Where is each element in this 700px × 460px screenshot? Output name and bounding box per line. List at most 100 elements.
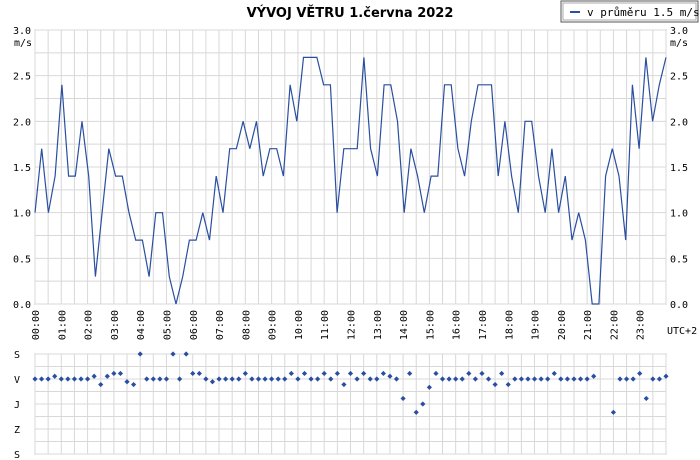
direction-point	[479, 370, 485, 377]
x-tick-label: 04:00	[136, 310, 147, 340]
direction-point	[321, 370, 327, 377]
direction-point	[104, 373, 110, 379]
direction-point	[288, 370, 294, 377]
x-tick-label: 01:00	[57, 310, 68, 340]
direction-point	[531, 376, 538, 382]
y-tick-label-right: 1.0	[670, 209, 688, 220]
direction-point	[367, 376, 373, 382]
x-tick-label: 08:00	[241, 310, 252, 340]
direction-point	[315, 376, 321, 382]
x-tick-label: 03:00	[110, 310, 121, 340]
direction-tick-label: V	[14, 375, 20, 386]
direction-point	[52, 373, 58, 379]
direction-point	[301, 370, 308, 377]
direction-y-axis: S V J Z S	[14, 350, 20, 460]
x-tick-label: 11:00	[320, 310, 331, 340]
direction-point	[308, 376, 314, 382]
direction-point	[177, 376, 183, 382]
direction-point	[466, 370, 472, 377]
direction-point	[387, 373, 393, 379]
direction-point	[512, 376, 518, 382]
x-tick-label: 21:00	[583, 310, 594, 340]
direction-point	[130, 381, 137, 388]
direction-point	[216, 376, 222, 382]
direction-point	[571, 376, 577, 382]
x-tick-label: 22:00	[609, 310, 620, 340]
chart-title: VÝVOJ VĚTRU 1.června 2022	[247, 5, 454, 21]
y-axis-unit-left: m/s	[14, 38, 32, 49]
direction-point	[144, 376, 150, 382]
direction-tick-label: Z	[14, 425, 20, 436]
direction-point	[45, 376, 51, 382]
x-tick-label: 00:00	[31, 310, 42, 340]
x-tick-label: 18:00	[504, 310, 515, 340]
chart-legend: v průměru 1.5 m/s	[560, 0, 700, 23]
y-tick-label-left: 1.5	[13, 163, 31, 174]
y-tick-label-left: 0.5	[13, 254, 31, 265]
y-tick-label-left: 2.5	[13, 72, 31, 83]
y-tick-label-left: 0.0	[13, 300, 31, 311]
direction-point	[591, 373, 597, 379]
x-tick-label: 02:00	[84, 310, 95, 340]
direction-point	[223, 376, 229, 382]
direction-tick-label: S	[14, 450, 20, 460]
direction-point	[65, 376, 71, 382]
direction-point	[413, 409, 419, 415]
direction-point	[91, 373, 97, 379]
direction-point	[190, 370, 196, 377]
direction-point	[209, 379, 216, 385]
x-tick-label: 20:00	[557, 310, 568, 340]
direction-point	[157, 376, 163, 382]
direction-point	[203, 376, 209, 382]
direction-point	[393, 376, 400, 382]
direction-point	[485, 376, 492, 382]
direction-point	[262, 376, 268, 382]
direction-point	[269, 376, 275, 382]
x-tick-label: 12:00	[347, 310, 358, 340]
direction-point	[420, 401, 426, 407]
direction-points	[32, 351, 669, 415]
main-gridlines	[34, 29, 667, 305]
direction-point	[38, 376, 45, 382]
y-axis-unit-right: m/s	[670, 38, 688, 49]
x-tick-label: 06:00	[189, 310, 200, 340]
direction-point	[400, 395, 406, 402]
y-tick-label-right: 3.0	[670, 26, 688, 37]
legend-label: v průměru 1.5 m/s	[587, 6, 700, 19]
x-tick-label: 14:00	[399, 310, 410, 340]
direction-point	[111, 370, 117, 377]
y-tick-label-left: 2.0	[13, 117, 31, 128]
direction-point	[32, 376, 38, 382]
y-tick-label-right: 0.5	[670, 254, 688, 265]
direction-point	[242, 370, 248, 377]
y-tick-label-right: 2.5	[670, 72, 688, 83]
direction-point	[584, 376, 590, 382]
direction-point	[282, 376, 288, 382]
direction-point	[617, 376, 623, 382]
direction-point	[407, 370, 413, 377]
x-tick-label: 07:00	[215, 310, 226, 340]
direction-point	[433, 370, 439, 377]
direction-point	[650, 376, 656, 382]
x-tick-label: 05:00	[162, 310, 173, 340]
direction-point	[643, 395, 649, 402]
direction-point	[426, 384, 432, 390]
direction-point	[275, 376, 281, 382]
direction-point	[117, 370, 124, 377]
x-tick-label: 23:00	[636, 310, 647, 340]
direction-point	[71, 376, 78, 382]
direction-point	[183, 351, 189, 357]
direction-tick-label: S	[14, 350, 20, 361]
direction-gridlines	[34, 353, 667, 455]
direction-point	[656, 376, 663, 382]
direction-point	[229, 376, 235, 382]
direction-point	[361, 370, 367, 377]
direction-point	[341, 381, 347, 388]
direction-point	[255, 376, 262, 382]
direction-point	[354, 376, 360, 382]
x-tick-label: 13:00	[373, 310, 384, 340]
x-tick-label: 17:00	[478, 310, 489, 340]
direction-point	[663, 373, 669, 379]
direction-point	[564, 376, 571, 382]
